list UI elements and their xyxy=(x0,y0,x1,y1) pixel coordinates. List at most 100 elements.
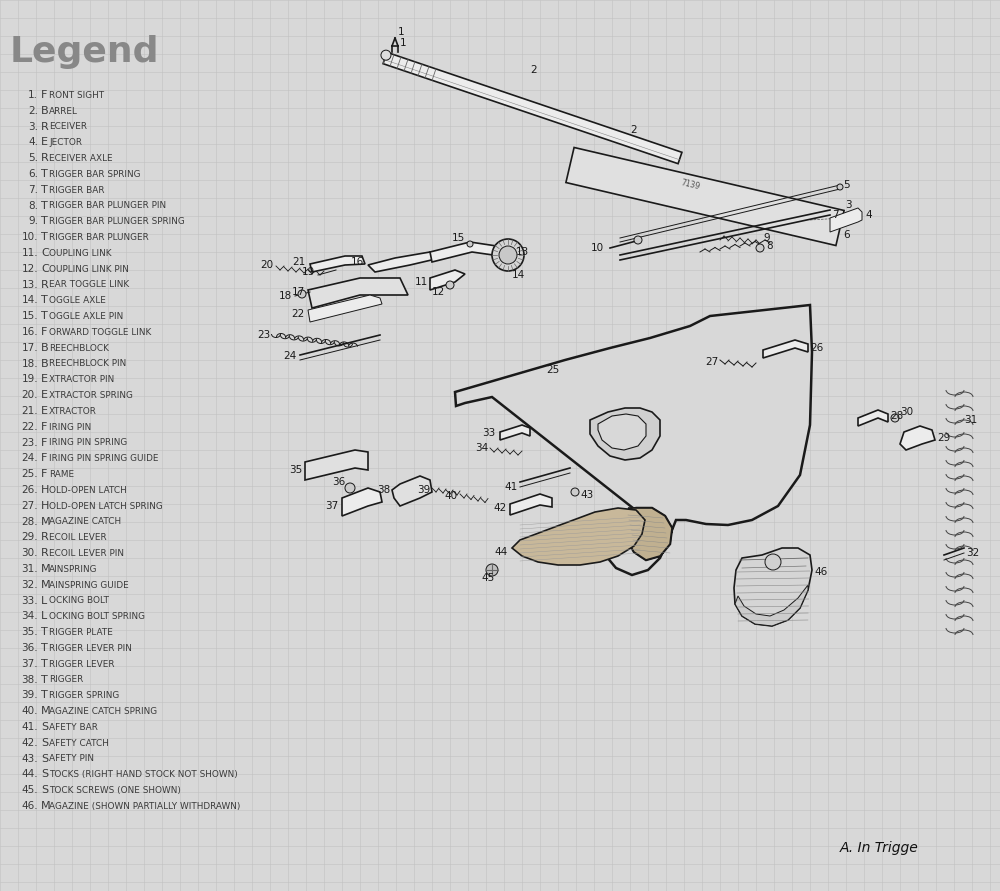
Circle shape xyxy=(891,414,899,422)
Circle shape xyxy=(765,554,781,570)
Text: 21: 21 xyxy=(292,257,305,267)
Text: T: T xyxy=(41,658,48,669)
Text: RIGGER: RIGGER xyxy=(49,675,83,684)
Polygon shape xyxy=(830,208,862,232)
Text: 15.: 15. xyxy=(21,311,38,321)
Polygon shape xyxy=(310,256,365,272)
Text: 12: 12 xyxy=(432,287,445,297)
Text: 29: 29 xyxy=(937,433,950,443)
Text: 32.: 32. xyxy=(21,580,38,590)
Text: M: M xyxy=(41,707,51,716)
Text: TOCKS (RIGHT HAND STOCK NOT SHOWN): TOCKS (RIGHT HAND STOCK NOT SHOWN) xyxy=(49,770,238,780)
Polygon shape xyxy=(392,476,432,506)
Text: 33: 33 xyxy=(482,428,495,438)
Text: REECHBLOCK PIN: REECHBLOCK PIN xyxy=(49,359,126,368)
Text: 7: 7 xyxy=(832,210,839,220)
Text: F: F xyxy=(41,90,47,100)
Text: 9.: 9. xyxy=(28,217,38,226)
Text: B: B xyxy=(41,343,49,353)
Text: 2: 2 xyxy=(530,65,537,75)
Text: 7.: 7. xyxy=(28,184,38,195)
Text: 13.: 13. xyxy=(21,280,38,290)
Circle shape xyxy=(634,236,642,244)
Text: 25: 25 xyxy=(546,365,559,375)
Text: AINSPRING GUIDE: AINSPRING GUIDE xyxy=(49,581,129,590)
Polygon shape xyxy=(735,585,808,626)
Text: ECOIL LEVER: ECOIL LEVER xyxy=(49,533,107,543)
Text: AGAZINE (SHOWN PARTIALLY WITHDRAWN): AGAZINE (SHOWN PARTIALLY WITHDRAWN) xyxy=(49,802,240,811)
Text: E: E xyxy=(41,390,48,400)
Polygon shape xyxy=(512,508,645,565)
Polygon shape xyxy=(858,410,888,426)
Text: 6: 6 xyxy=(843,230,850,240)
Text: 20.: 20. xyxy=(22,390,38,400)
Text: 34.: 34. xyxy=(21,611,38,621)
Text: XTRACTOR PIN: XTRACTOR PIN xyxy=(49,375,114,384)
Text: F: F xyxy=(41,454,47,463)
Text: 26.: 26. xyxy=(21,485,38,495)
Text: AFETY PIN: AFETY PIN xyxy=(49,755,94,764)
Text: E: E xyxy=(41,374,48,384)
Text: T: T xyxy=(41,627,48,637)
Text: 28.: 28. xyxy=(21,517,38,527)
Text: XTRACTOR SPRING: XTRACTOR SPRING xyxy=(49,391,133,400)
Circle shape xyxy=(837,184,843,190)
Text: 37.: 37. xyxy=(21,658,38,669)
Text: S: S xyxy=(41,738,48,748)
Text: T: T xyxy=(41,311,48,321)
Text: 2.: 2. xyxy=(28,106,38,116)
Text: 10.: 10. xyxy=(22,233,38,242)
Text: 40.: 40. xyxy=(22,707,38,716)
Text: AFETY CATCH: AFETY CATCH xyxy=(49,739,109,748)
Text: 26: 26 xyxy=(810,343,823,353)
Text: 15: 15 xyxy=(452,233,465,243)
Text: E: E xyxy=(41,137,48,147)
Text: RIGGER BAR PLUNGER PIN: RIGGER BAR PLUNGER PIN xyxy=(49,201,166,210)
Circle shape xyxy=(486,564,498,576)
Polygon shape xyxy=(734,548,812,626)
Text: R: R xyxy=(41,153,49,163)
Text: 17.: 17. xyxy=(21,343,38,353)
Circle shape xyxy=(499,246,517,264)
Text: 38: 38 xyxy=(377,485,390,495)
Text: T: T xyxy=(41,296,48,306)
Text: 12.: 12. xyxy=(21,264,38,274)
Text: S: S xyxy=(41,722,48,732)
Text: 38.: 38. xyxy=(21,674,38,684)
Text: T: T xyxy=(41,184,48,195)
Text: ECEIVER: ECEIVER xyxy=(49,122,87,131)
Text: 44: 44 xyxy=(495,547,508,557)
Text: 6.: 6. xyxy=(28,169,38,179)
Circle shape xyxy=(298,290,306,298)
Text: 11.: 11. xyxy=(21,248,38,258)
Text: 43: 43 xyxy=(580,490,593,500)
Text: 9: 9 xyxy=(763,233,770,243)
Circle shape xyxy=(492,239,524,271)
Text: OLD-OPEN LATCH: OLD-OPEN LATCH xyxy=(49,486,127,495)
Polygon shape xyxy=(308,278,408,308)
Text: M: M xyxy=(41,517,51,527)
Polygon shape xyxy=(598,414,646,450)
Text: S: S xyxy=(41,770,48,780)
Text: R: R xyxy=(41,533,49,543)
Text: OGGLE AXLE: OGGLE AXLE xyxy=(49,296,106,306)
Text: S: S xyxy=(41,754,48,764)
Text: IRING PIN SPRING GUIDE: IRING PIN SPRING GUIDE xyxy=(49,454,159,463)
Text: F: F xyxy=(41,327,47,337)
Text: T: T xyxy=(41,200,48,210)
Polygon shape xyxy=(510,494,552,515)
Text: M: M xyxy=(41,564,51,574)
Polygon shape xyxy=(308,295,382,322)
Text: 18: 18 xyxy=(279,291,292,301)
Text: 3.: 3. xyxy=(28,121,38,132)
Text: T: T xyxy=(41,674,48,684)
Text: AGAZINE CATCH: AGAZINE CATCH xyxy=(49,518,121,527)
Text: ORWARD TOGGLE LINK: ORWARD TOGGLE LINK xyxy=(49,328,151,337)
Text: RIGGER SPRING: RIGGER SPRING xyxy=(49,691,119,700)
Text: 46.: 46. xyxy=(21,801,38,811)
Text: 27: 27 xyxy=(705,357,718,367)
Text: Legend: Legend xyxy=(10,35,160,69)
Text: 42.: 42. xyxy=(21,738,38,748)
Text: 19: 19 xyxy=(302,267,315,277)
Text: 27.: 27. xyxy=(21,501,38,511)
